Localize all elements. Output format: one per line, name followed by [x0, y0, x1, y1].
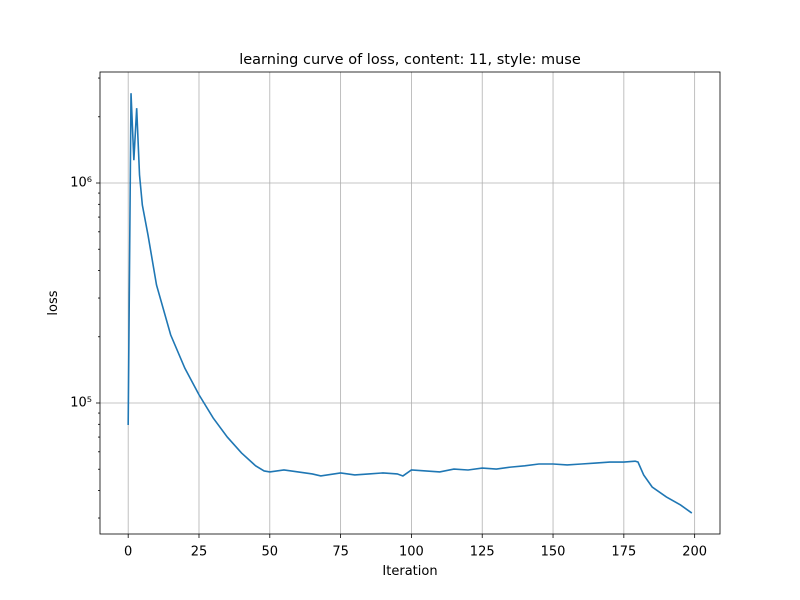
x-tick-label: 100: [399, 545, 424, 560]
chart-title: learning curve of loss, content: 11, sty…: [239, 52, 581, 68]
x-tick-label: 75: [332, 545, 349, 560]
plot-frame: [99, 71, 721, 535]
x-tick-label: 50: [262, 545, 279, 560]
x-tick-label: 200: [682, 545, 707, 560]
x-tick-label: 25: [191, 545, 208, 560]
data-line: [127, 93, 693, 514]
x-axis-label: Iteration: [382, 564, 437, 579]
y-tick-label: 10⁶: [70, 176, 92, 191]
x-tick-label: 125: [470, 545, 495, 560]
x-tick-label: 0: [124, 545, 132, 560]
x-tick-label: 150: [541, 545, 566, 560]
y-axis-label: loss: [46, 290, 61, 315]
y-tick-label: 10⁵: [70, 395, 92, 410]
x-tick-label: 175: [611, 545, 636, 560]
